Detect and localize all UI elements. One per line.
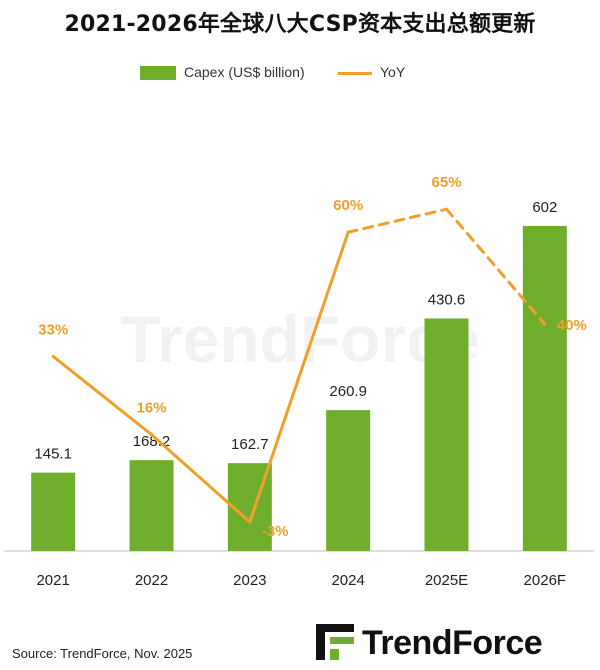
capex-bar-2024 [326,410,371,551]
x-tick-label: 2021 [36,572,69,589]
yoy-value-label: -3% [262,523,289,540]
capex-value-label: 168.2 [133,433,171,450]
capex-bar-2025e [424,318,469,551]
yoy-line-segment [248,230,350,524]
yoy-line-segment [445,207,547,326]
yoy-value-label: 16% [136,400,166,417]
legend-bar-swatch [140,66,176,80]
source-note: Source: TrendForce, Nov. 2025 [12,646,193,661]
x-tick-label: 2022 [135,572,168,589]
yoy-line-segment [346,207,448,234]
x-tick-label: 2025E [425,572,468,589]
legend-bar-label: Capex (US$ billion) [184,64,305,80]
capex-bar-2022 [129,460,174,551]
watermark-text: TrendForce [120,302,479,376]
legend: Capex (US$ billion) YoY [0,62,600,86]
capex-value-label: 162.7 [231,436,269,453]
capex-value-label: 430.6 [428,291,466,308]
yoy-value-label: 33% [38,321,68,338]
yoy-line-segment [51,354,153,437]
x-tick-label: 2026F [524,572,567,589]
trendforce-logo-icon [316,624,354,660]
chart-title: 2021-2026年全球八大CSP资本支出总额更新 [64,12,536,37]
yoy-line-segment [150,433,252,524]
yoy-value-label: 40% [557,317,587,334]
legend-line-label: YoY [380,64,406,80]
capex-value-label: 260.9 [329,383,367,400]
yoy-value-label: 60% [333,197,363,214]
capex-bar-2026f [522,225,567,552]
logo-text: TrendForce [362,624,543,662]
yoy-value-label: 65% [431,174,461,191]
x-tick-label: 2023 [233,572,266,589]
capex-bar-2021 [31,472,76,551]
x-tick-label: 2024 [331,572,364,589]
capex-value-label: 145.1 [34,446,72,463]
capex-value-label: 602 [532,199,557,216]
legend-line-swatch [338,72,372,75]
